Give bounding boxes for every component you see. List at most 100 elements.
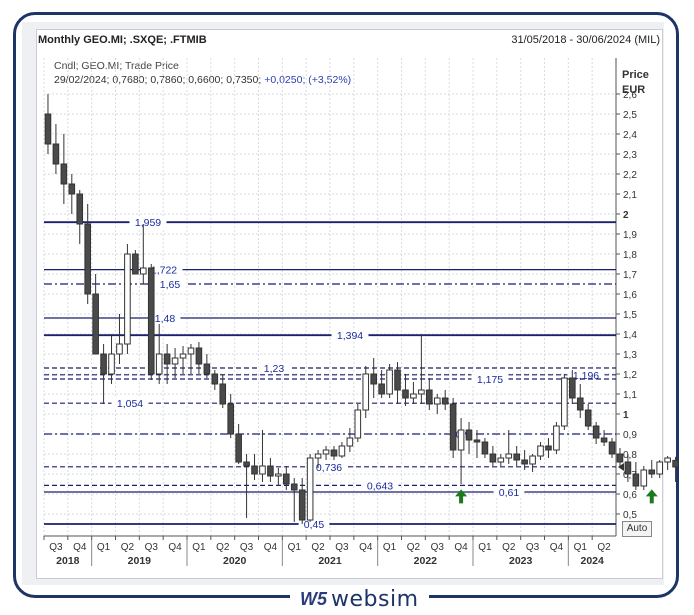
level-label-bg	[310, 460, 348, 473]
price-change: +0,0250; (+3,52%)	[264, 74, 352, 86]
candle-body	[354, 409, 362, 439]
candle-body	[545, 445, 552, 451]
candle-body	[489, 453, 497, 463]
series-info: Cndl; GEO.MI; Trade Price	[54, 60, 179, 72]
candle-body	[124, 253, 131, 345]
candle-body	[60, 163, 68, 185]
y-tick-label: 1,7	[623, 270, 637, 281]
level-label: 0,61	[499, 487, 520, 499]
level-label-bg	[258, 362, 290, 374]
level-label-bg	[298, 518, 330, 530]
buy-signal-arrow-icon	[645, 489, 658, 504]
quarter-label: Q2	[502, 542, 516, 553]
last-price-marker	[618, 463, 624, 471]
level-label: 1,959	[135, 217, 161, 229]
candle-body	[608, 441, 616, 455]
level-label-bg	[129, 216, 167, 229]
y-tick-label: 1,1	[623, 390, 637, 401]
level-label: 0,45	[304, 519, 325, 531]
quarter-label: Q4	[73, 542, 87, 553]
candle-body	[163, 353, 171, 365]
level-label-bg	[111, 397, 149, 410]
y-tick-label: 1,3	[623, 350, 637, 361]
quarter-label: Q2	[311, 542, 325, 553]
quarter-label: Q4	[264, 542, 278, 553]
candle-body	[616, 453, 624, 463]
candle-body	[592, 425, 600, 439]
y-tick-label: 2	[623, 210, 629, 221]
level-label: 1,48	[155, 313, 176, 325]
candle-body	[235, 433, 242, 463]
y-tick-label: 0,8	[623, 450, 637, 461]
candle-body	[187, 347, 195, 355]
candle-body	[338, 445, 346, 457]
candle-body	[640, 469, 648, 487]
candle-body	[140, 267, 147, 275]
level-label-bg	[154, 278, 186, 290]
candle-body	[672, 459, 679, 468]
candle-body	[600, 437, 608, 443]
y-tick-label: 2,3	[623, 150, 637, 161]
level-label-bg	[145, 263, 183, 276]
candle-body	[219, 383, 227, 405]
candle-body	[394, 369, 401, 391]
year-label: 2018	[56, 555, 80, 567]
y-tick-label: 2,2	[623, 170, 637, 181]
candle-body	[473, 439, 481, 443]
y-tick-label: 2,6	[623, 90, 637, 101]
level-label-bg	[149, 312, 181, 324]
quarter-label: Q4	[454, 542, 468, 553]
candle-body	[243, 461, 250, 467]
level-label-bg	[471, 373, 509, 385]
websim-logo: W5 websim	[290, 586, 429, 612]
quarter-label: Q2	[407, 542, 421, 553]
quarter-label: Q2	[597, 542, 611, 553]
y-tick-label: 1,8	[623, 250, 637, 261]
y-tick-label: 0,6	[623, 490, 637, 501]
level-label: 1,054	[117, 398, 143, 410]
year-label: 2024	[580, 555, 604, 567]
quarter-label: Q2	[121, 542, 135, 553]
candle-body	[576, 397, 584, 411]
level-label: 0,643	[367, 480, 393, 492]
auto-scale-button[interactable]: Auto	[622, 521, 652, 537]
candle-body	[386, 369, 393, 395]
level-label: 1,722	[151, 265, 177, 277]
level-label: 1,23	[264, 363, 285, 375]
candle-body	[426, 389, 433, 405]
candle-body	[132, 253, 139, 275]
candle-body	[203, 363, 211, 375]
candle-body	[251, 465, 258, 475]
candle-body	[227, 403, 234, 435]
candle-body	[402, 389, 409, 399]
candle-body	[116, 343, 123, 355]
candle-body	[171, 357, 179, 365]
candle-body	[147, 267, 155, 375]
candle-body	[584, 409, 592, 427]
y-tick-label: 2,4	[623, 130, 637, 141]
year-label: 2019	[128, 555, 152, 567]
candle-body	[537, 445, 544, 457]
candle-body	[561, 377, 568, 427]
y-tick-label: 0,5	[623, 510, 637, 521]
candle-body	[52, 143, 60, 165]
level-label: 1,196	[573, 370, 599, 382]
quarter-label: Q3	[335, 542, 349, 553]
candle-body	[283, 473, 290, 485]
candle-body	[322, 449, 330, 455]
candle-body	[632, 473, 640, 487]
level-label-bg	[493, 486, 525, 498]
ohlc-values: 29/02/2024; 0,7680; 0,7860; 0,6600; 0,73…	[54, 74, 262, 86]
chart-title: Monthly GEO.MI; .SXQE; .FTMIB	[38, 34, 207, 46]
websim-logo-text: websim	[331, 586, 419, 612]
level-label: 1,394	[337, 330, 363, 342]
candle-body	[410, 393, 417, 399]
y-tick-label: 1,6	[623, 290, 637, 301]
candle-body	[648, 469, 656, 475]
quarter-label: Q3	[240, 542, 254, 553]
candle-body	[378, 383, 385, 395]
chart-area	[36, 29, 663, 579]
candle-body	[330, 449, 338, 457]
year-label: 2020	[223, 555, 247, 567]
candle-body	[306, 457, 314, 521]
